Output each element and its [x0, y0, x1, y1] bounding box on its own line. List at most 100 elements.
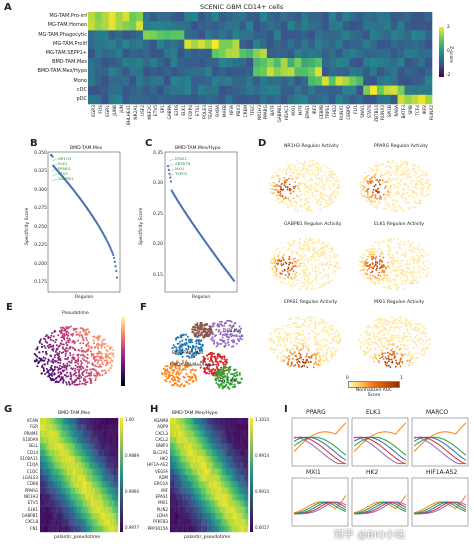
cell-point — [315, 335, 318, 338]
cell-point — [288, 255, 291, 258]
cell-point — [332, 174, 335, 176]
pseudotime-point — [87, 374, 90, 377]
cluster-label-mes: BMD-TAM.Mes — [172, 351, 204, 356]
cell-point — [369, 253, 371, 256]
pseudotime-point — [98, 356, 101, 359]
pseudotime-point — [47, 337, 50, 339]
cell-point — [339, 266, 341, 269]
heatmap-cell — [335, 48, 343, 59]
trend-cell — [102, 437, 105, 444]
trend-cell — [84, 449, 87, 457]
heatmap-cell — [163, 58, 171, 68]
cell-point — [327, 243, 329, 246]
cell-point — [325, 244, 328, 247]
heatmap-cell — [149, 58, 158, 68]
cell-point — [416, 179, 418, 182]
cell-point — [309, 160, 312, 163]
cell-point — [296, 210, 299, 213]
pseudotime-point — [56, 366, 59, 369]
heatmap-cell — [383, 85, 392, 96]
heatmap-cell — [156, 76, 164, 86]
cell-point — [358, 339, 360, 341]
cell-point — [299, 200, 302, 203]
cluster-point — [231, 345, 233, 348]
heatmap-cell — [115, 76, 123, 86]
cell-point — [310, 281, 313, 284]
trend-cell — [49, 443, 52, 450]
heatmap-cell — [321, 76, 330, 86]
cell-point — [305, 355, 308, 358]
trend-gene-label: ELK1 — [28, 506, 38, 512]
heatmap-cell — [232, 30, 240, 40]
cell-point — [289, 205, 291, 207]
cell-point — [319, 193, 321, 196]
cell-point — [395, 205, 397, 208]
cluster-point — [172, 344, 175, 347]
cell-point — [307, 172, 310, 175]
cell-point — [285, 349, 287, 352]
pseudotime-point — [68, 341, 71, 344]
pseudotime-point — [91, 353, 93, 356]
cluster-point — [176, 379, 179, 382]
cell-point — [295, 205, 297, 207]
cell-point — [319, 343, 322, 345]
cluster-point — [233, 378, 236, 381]
heatmap-cell — [404, 30, 412, 40]
cell-point — [418, 330, 420, 332]
cell-point — [365, 262, 368, 265]
pseudotime-point — [82, 353, 84, 356]
cell-point — [373, 174, 376, 176]
cluster-point — [214, 369, 217, 372]
pseudotime-point — [69, 372, 72, 375]
trend-cell — [69, 430, 72, 438]
cell-point — [366, 334, 369, 336]
cell-point — [300, 194, 303, 196]
cell-point — [387, 286, 389, 289]
trend-cell — [67, 424, 70, 431]
cell-point — [393, 202, 396, 205]
heatmap-cell — [129, 67, 137, 77]
trend-cell — [106, 430, 109, 438]
cell-point — [296, 208, 299, 211]
cell-point — [307, 332, 310, 335]
heatmap-cell — [418, 30, 426, 40]
trend-cell — [55, 443, 58, 450]
pseudotime-point — [78, 373, 81, 376]
trend-gene-label: ETV5 — [27, 500, 38, 506]
trend-cell — [69, 424, 72, 431]
cell-point — [419, 200, 422, 203]
heatmap-cell — [376, 85, 385, 96]
cell-point — [361, 273, 364, 276]
cell-point — [299, 190, 301, 193]
cell-point — [315, 251, 318, 254]
cell-point — [379, 258, 381, 261]
cell-point — [390, 238, 392, 241]
trend-cell — [79, 424, 82, 431]
cell-point — [413, 277, 415, 279]
heatmap-cell — [404, 21, 412, 31]
heatmap-cell — [115, 39, 123, 50]
cell-point — [368, 333, 371, 336]
heatmap-cell — [253, 12, 261, 22]
cell-point — [418, 323, 420, 326]
cell-point — [333, 182, 336, 185]
cluster-point — [202, 355, 205, 358]
heatmap-cell — [253, 85, 261, 96]
pseudotime-point — [91, 362, 93, 365]
cell-point — [417, 340, 420, 343]
cell-point — [302, 271, 305, 274]
heatmap-cell — [253, 21, 261, 31]
cell-point — [363, 351, 366, 354]
cell-point — [293, 284, 296, 287]
cell-point — [311, 280, 314, 282]
cell-point — [366, 332, 369, 335]
cluster-point — [235, 328, 238, 331]
cell-point — [318, 352, 321, 355]
heatmap-cell — [218, 12, 226, 22]
heatmap-cell — [308, 21, 316, 31]
cell-point — [378, 361, 381, 364]
cell-point — [311, 191, 314, 194]
cell-point — [294, 321, 297, 323]
cluster-point — [204, 369, 207, 372]
cell-point — [385, 320, 388, 323]
